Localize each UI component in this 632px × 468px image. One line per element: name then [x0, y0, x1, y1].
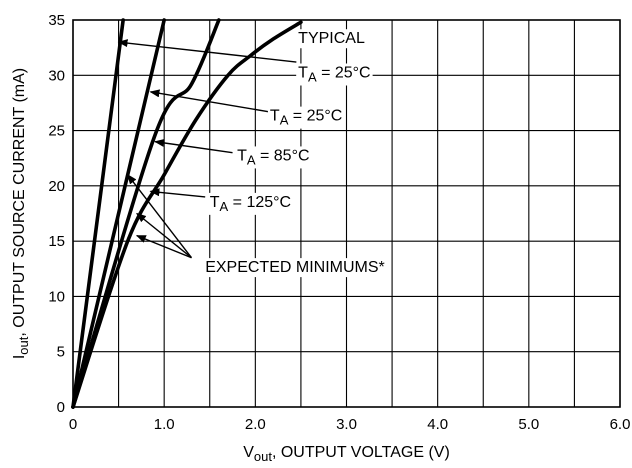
annotation-arrow-expected-2: [136, 212, 192, 259]
y-axis-title: Iout, OUTPUT SOURCE CURRENT (mA): [11, 68, 31, 359]
annotation-backing: [203, 258, 387, 278]
series-line-1: [71, 18, 125, 409]
series-group: [71, 18, 303, 409]
annotation-backing: [235, 146, 312, 169]
annotation-arrow-ta-125: [149, 188, 206, 198]
annotation-arrow-expected-3: [135, 234, 192, 259]
y-tick-label: 30: [48, 67, 65, 84]
y-tick-label: 0: [57, 399, 65, 416]
series-line-2: [71, 18, 166, 409]
x-tick-label: 1.0: [154, 416, 175, 433]
axis-titles: Vout, OUTPUT VOLTAGE (V) Iout, OUTPUT SOU…: [11, 68, 450, 464]
annotation-backing: [296, 29, 367, 49]
annotation-typ-25: TA = 25°C: [298, 64, 370, 84]
x-tick-label: 0: [69, 416, 77, 433]
series-line-3: [71, 18, 221, 409]
x-tick-label: 2.0: [245, 416, 266, 433]
y-tick-label: 5: [57, 344, 65, 361]
annotations-group: TYPICAL TA = 25°C TA = 25°C TA = 85°C TA = 1…: [117, 29, 387, 278]
annotation-backing: [296, 63, 373, 86]
annotation-ta-25: TA = 25°C: [270, 108, 342, 128]
annotation-backing: [267, 106, 345, 129]
x-tick-label: 3.0: [336, 416, 357, 433]
y-tick-label: 25: [48, 123, 65, 140]
x-tick-label: 5.0: [518, 416, 539, 433]
plot-frame: [72, 19, 621, 408]
y-tick-label: 10: [48, 288, 65, 305]
tick-labels: 0 1.0 2.0 3.0 4.0 5.0 6.0 0 5 10 15 20 25 30 35: [48, 12, 630, 433]
annotation-typical: TYPICAL: [298, 30, 365, 47]
annotation-arrow-typ-25: [117, 39, 297, 63]
x-axis-title: Vout, OUTPUT VOLTAGE (V): [243, 444, 450, 464]
annotation-expected: EXPECTED MINIMUMS*: [205, 259, 385, 276]
annotation-ta-85: TA = 85°C: [237, 147, 309, 167]
annotation-arrow-expected-1: [127, 174, 193, 259]
x-tick-label: 4.0: [427, 416, 448, 433]
y-tick-label: 35: [48, 12, 65, 29]
annotation-arrow-ta-85: [154, 138, 233, 154]
x-tick-label: 6.0: [610, 416, 631, 433]
annotation-backing: [207, 192, 294, 215]
annotation-ta-125: TA = 125°C: [210, 194, 291, 214]
y-tick-label: 15: [48, 233, 65, 250]
series-line-4: [71, 20, 303, 409]
y-tick-label: 20: [48, 178, 65, 195]
annotation-arrow-ta-25: [149, 89, 270, 113]
